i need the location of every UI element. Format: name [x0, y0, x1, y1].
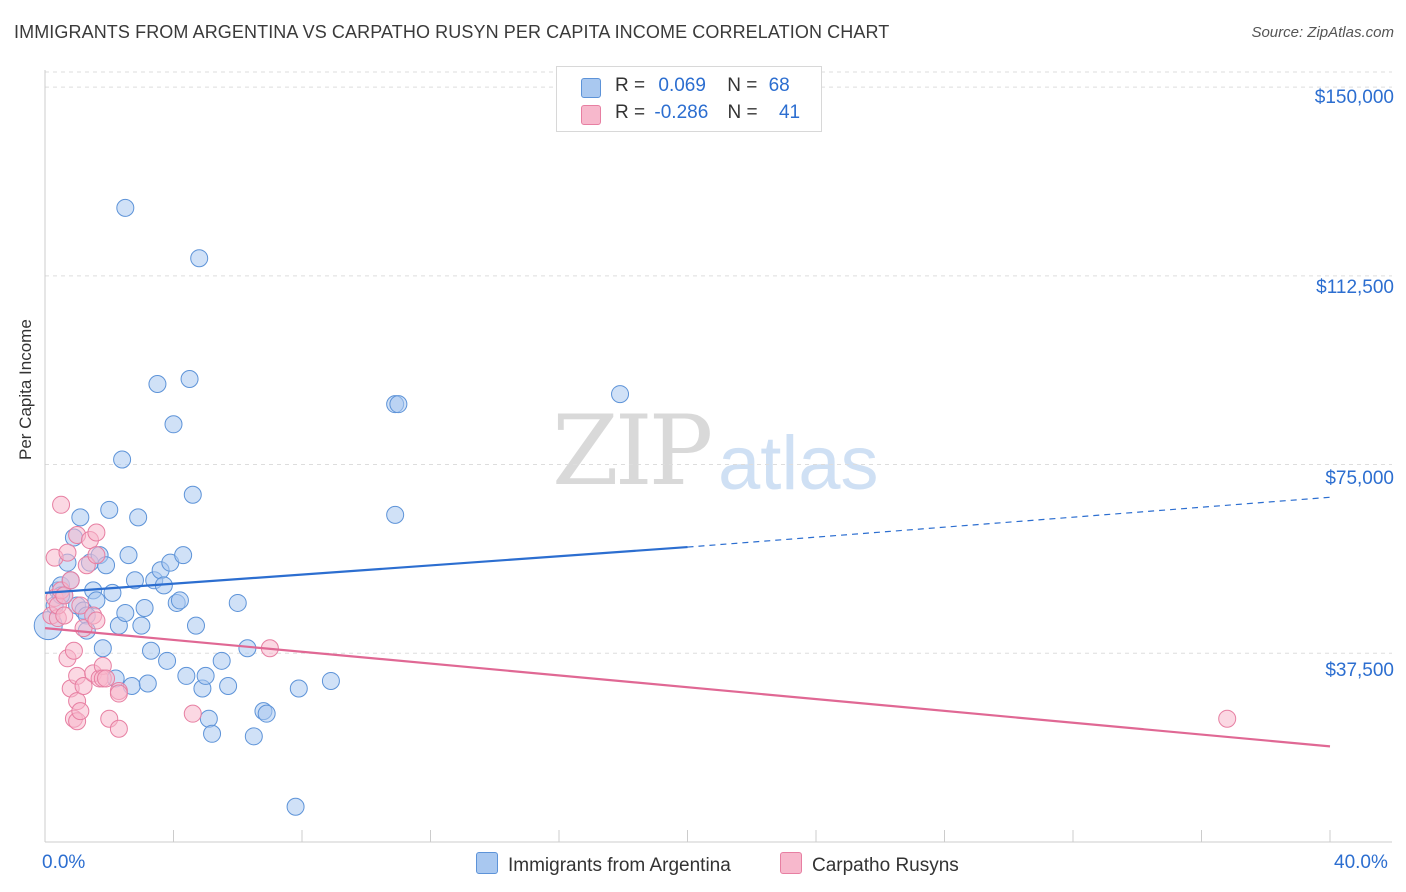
data-point-carpatho — [71, 702, 90, 721]
data-point-carpatho — [109, 684, 128, 703]
chart-title: IMMIGRANTS FROM ARGENTINA VS CARPATHO RU… — [14, 22, 890, 42]
data-point-argentina — [148, 375, 167, 394]
data-point-argentina — [138, 674, 157, 693]
legend-swatch-pink — [581, 105, 601, 125]
data-point-argentina — [116, 604, 135, 623]
data-point-carpatho — [58, 543, 77, 562]
data-point-argentina — [212, 651, 231, 670]
data-point-argentina — [87, 591, 106, 610]
data-point-carpatho — [55, 606, 74, 625]
source-credit: Source: ZipAtlas.com — [1251, 24, 1394, 41]
legend-r-value: -0.286 — [654, 102, 709, 123]
legend-label: Carpatho Rusyns — [812, 855, 959, 876]
data-point-argentina — [219, 676, 238, 695]
trend-lines — [44, 496, 1331, 748]
x-tick-label-max: 40.0% — [1334, 852, 1388, 873]
trend-line-argentina — [44, 545, 688, 594]
data-point-carpatho — [71, 596, 90, 615]
data-point-argentina — [228, 593, 247, 612]
data-point-argentina — [389, 395, 408, 414]
legend-swatch-blue — [581, 78, 601, 98]
correlation-legend: R = 0.069 N = 68 R = -0.286 N = 41 — [556, 66, 822, 132]
y-tick-label: $75,000 — [1325, 468, 1394, 489]
data-point-argentina — [186, 616, 205, 635]
data-point-argentina — [116, 198, 135, 217]
data-point-argentina — [174, 546, 193, 565]
data-point-carpatho — [87, 546, 106, 565]
data-point-carpatho — [61, 571, 80, 590]
data-point-carpatho — [87, 523, 106, 542]
data-point-argentina — [135, 598, 154, 617]
data-point-argentina — [611, 385, 630, 404]
data-point-argentina — [177, 666, 196, 685]
watermark-zip: ZIP — [552, 395, 713, 507]
axes — [44, 70, 1392, 843]
legend-r-value: 0.069 — [658, 75, 706, 96]
legend-swatch-blue — [476, 852, 498, 874]
y-tick-label: $112,500 — [1316, 277, 1394, 298]
data-point-argentina — [196, 666, 215, 685]
series-carpatho-points — [42, 495, 1237, 738]
data-point-argentina — [113, 450, 132, 469]
data-point-argentina — [93, 639, 112, 658]
watermark-atlas: atlas — [718, 421, 879, 506]
x-tick-label-min: 0.0% — [42, 852, 86, 873]
data-point-argentina — [170, 591, 189, 610]
bottom-legend-argentina: Immigrants from Argentina — [476, 852, 731, 877]
trend-line-argentina-extrapolated — [687, 496, 1331, 548]
data-point-carpatho — [97, 669, 116, 688]
data-point-argentina — [71, 508, 90, 527]
data-point-argentina — [203, 724, 222, 743]
data-point-carpatho — [109, 719, 128, 738]
legend-n-label: N = — [727, 75, 758, 96]
legend-label: Immigrants from Argentina — [508, 855, 731, 876]
data-point-argentina — [119, 546, 138, 565]
y-axis-label: Per Capita Income — [16, 319, 35, 460]
data-point-argentina — [142, 641, 161, 660]
data-point-carpatho — [55, 586, 74, 605]
legend-swatch-pink — [780, 852, 802, 874]
data-point-argentina — [257, 704, 276, 723]
data-point-argentina — [321, 671, 340, 690]
trend-line-carpatho — [44, 627, 1331, 748]
legend-n-label: N = — [727, 102, 758, 123]
y-tick-label: $150,000 — [1314, 87, 1394, 108]
data-point-argentina — [164, 415, 183, 434]
data-point-argentina — [289, 679, 308, 698]
data-point-carpatho — [64, 641, 83, 660]
data-point-carpatho — [74, 676, 93, 695]
y-tick-label: $37,500 — [1325, 660, 1394, 681]
legend-r-label: R = — [615, 75, 646, 96]
legend-n-value: 68 — [768, 75, 790, 96]
data-point-argentina — [386, 505, 405, 524]
data-point-argentina — [132, 616, 151, 635]
data-point-carpatho — [52, 495, 71, 514]
data-point-argentina — [100, 500, 119, 519]
data-point-argentina — [125, 571, 144, 590]
data-point-carpatho — [183, 704, 202, 723]
legend-n-value: 41 — [778, 102, 801, 123]
data-point-argentina — [158, 651, 177, 670]
data-point-carpatho — [1218, 709, 1237, 728]
data-point-argentina — [129, 508, 148, 527]
data-point-argentina — [190, 249, 209, 268]
data-point-argentina — [183, 485, 202, 504]
data-point-argentina — [286, 797, 305, 816]
data-point-argentina — [180, 369, 199, 388]
bottom-legend-carpatho: Carpatho Rusyns — [780, 852, 959, 877]
data-point-argentina — [244, 727, 263, 746]
data-point-argentina — [199, 709, 218, 728]
legend-r-label: R = — [615, 102, 646, 123]
data-point-carpatho — [87, 611, 106, 630]
grid-lines — [45, 71, 1392, 654]
